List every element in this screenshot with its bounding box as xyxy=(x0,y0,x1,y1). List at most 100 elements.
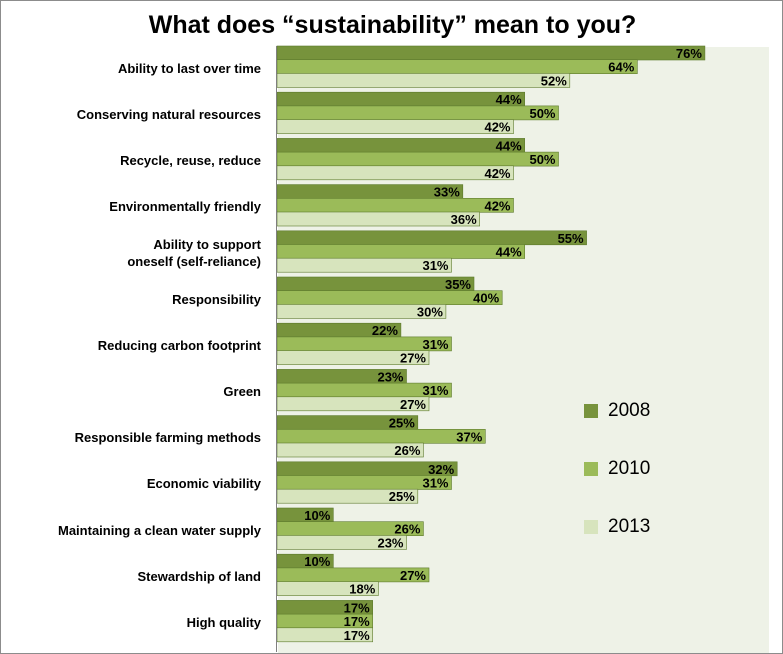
category-label-high-quality: High quality xyxy=(187,614,261,631)
chart-title: What does “sustainability” mean to you? xyxy=(148,11,637,39)
category-label-line: Green xyxy=(223,383,261,399)
category-label-line: Responsible farming methods xyxy=(74,430,261,446)
legend-swatch xyxy=(584,462,598,476)
legend-label: 2008 xyxy=(608,400,651,421)
category-label-economic-viability: Economic viability xyxy=(147,475,261,492)
category-label-environmentally-friendly: Environmentally friendly xyxy=(109,198,261,215)
data-label-high-quality-2013: 17% xyxy=(344,628,370,643)
data-label-high-quality-2010: 17% xyxy=(344,614,370,629)
data-label-environmentally-friendly-2013: 36% xyxy=(451,212,477,227)
data-label-maintaining-a-clean-water-supply-2010: 26% xyxy=(394,522,420,537)
bar-green-2013 xyxy=(276,396,430,412)
data-label-ability-to-last-over-time-2013: 52% xyxy=(541,73,567,88)
data-label-stewardship-of-land-2008: 10% xyxy=(304,554,330,569)
bar-reducing-carbon-footprint-2013 xyxy=(276,350,430,365)
category-label-line: Stewardship of land xyxy=(137,568,261,584)
bar-high-quality-2013 xyxy=(276,627,373,643)
category-label-stewardship-of-land: Stewardship of land xyxy=(137,568,261,585)
bar-stewardship-of-land-2013 xyxy=(276,581,379,596)
data-label-maintaining-a-clean-water-supply-2008: 10% xyxy=(304,508,330,523)
bar-ability-to-last-over-time-2010 xyxy=(276,59,638,75)
data-label-conserving-natural-resources-2010: 50% xyxy=(529,106,555,121)
category-label-ability-to-last-over-time: Ability to last over time xyxy=(118,60,261,77)
data-label-environmentally-friendly-2010: 42% xyxy=(484,198,510,213)
data-label-responsible-farming-methods-2013: 26% xyxy=(394,443,420,458)
data-label-green-2008: 23% xyxy=(377,369,403,384)
category-label-recycle-reuse-reduce: Recycle, reuse, reduce xyxy=(120,152,261,169)
category-label-responsibility: Responsibility xyxy=(172,291,261,308)
bar-recycle-reuse-reduce-2008 xyxy=(276,138,525,153)
data-label-stewardship-of-land-2010: 27% xyxy=(400,568,426,583)
bar-responsibility-2010 xyxy=(276,290,503,306)
bar-ability-to-last-over-time-2013 xyxy=(276,73,571,88)
data-label-reducing-carbon-footprint-2008: 22% xyxy=(372,323,398,338)
data-label-reducing-carbon-footprint-2013: 27% xyxy=(400,351,426,366)
bar-environmentally-friendly-2010 xyxy=(276,198,514,213)
data-label-responsibility-2010: 40% xyxy=(473,291,499,306)
legend-swatch xyxy=(584,404,598,418)
data-label-ability-to-last-over-time-2008: 76% xyxy=(676,46,702,61)
data-label-green-2010: 31% xyxy=(422,383,448,398)
data-label-environmentally-friendly-2008: 33% xyxy=(434,185,460,200)
data-label-recycle-reuse-reduce-2013: 42% xyxy=(484,166,510,181)
data-label-responsible-farming-methods-2010: 37% xyxy=(456,429,482,444)
data-label-high-quality-2008: 17% xyxy=(344,600,370,615)
bar-responsibility-2013 xyxy=(276,304,447,319)
data-label-reducing-carbon-footprint-2010: 31% xyxy=(422,337,448,352)
category-label-line: Recycle, reuse, reduce xyxy=(120,152,261,168)
bar-conserving-natural-resources-2008 xyxy=(276,91,525,107)
category-label-line: Maintaining a clean water supply xyxy=(58,522,261,538)
category-label-line: Responsibility xyxy=(172,291,261,307)
category-label-reducing-carbon-footprint: Reducing carbon footprint xyxy=(98,337,261,354)
category-label-green: Green xyxy=(223,383,261,400)
data-label-responsible-farming-methods-2008: 25% xyxy=(389,416,415,431)
bar-ability-to-support-oneself-self-reliance-2010 xyxy=(276,244,525,259)
data-label-responsibility-2013: 30% xyxy=(417,304,443,319)
data-label-conserving-natural-resources-2013: 42% xyxy=(484,120,510,135)
bar-responsible-farming-methods-2013 xyxy=(276,442,424,458)
bar-ability-to-support-oneself-self-reliance-2008 xyxy=(276,230,587,246)
bar-recycle-reuse-reduce-2010 xyxy=(276,151,559,167)
data-label-recycle-reuse-reduce-2010: 50% xyxy=(529,152,555,167)
category-label-line: Ability to last over time xyxy=(117,60,261,76)
legend-label: 2013 xyxy=(608,516,651,537)
data-label-conserving-natural-resources-2008: 44% xyxy=(496,92,522,107)
data-label-ability-to-support-oneself-self-reliance-2008: 55% xyxy=(558,231,584,246)
bar-maintaining-a-clean-water-supply-2013 xyxy=(276,535,407,550)
legend-label: 2010 xyxy=(608,458,651,479)
category-label-line: Environmentally friendly xyxy=(109,199,261,215)
data-label-economic-viability-2013: 25% xyxy=(389,489,415,504)
bar-recycle-reuse-reduce-2013 xyxy=(276,165,514,181)
legend-item-2010: 2010 xyxy=(584,457,650,481)
bar-responsible-farming-methods-2010 xyxy=(276,428,486,444)
category-label-line: High quality xyxy=(186,614,261,630)
category-label-ability-to-support-oneself-self-reliance: Ability to support oneself (self-reliance… xyxy=(127,236,261,270)
category-axis-line xyxy=(276,46,277,652)
category-label-line: oneself (self-reliance) xyxy=(127,253,261,269)
data-label-ability-to-support-oneself-self-reliance-2010: 44% xyxy=(496,245,522,260)
data-label-stewardship-of-land-2013: 18% xyxy=(349,582,375,597)
data-label-recycle-reuse-reduce-2008: 44% xyxy=(496,138,522,153)
bar-ability-to-support-oneself-self-reliance-2013 xyxy=(276,257,452,273)
category-label-line: Ability to support xyxy=(153,236,261,252)
data-label-responsibility-2008: 35% xyxy=(445,277,471,292)
data-label-economic-viability-2010: 31% xyxy=(422,476,448,491)
category-label-line: Reducing carbon footprint xyxy=(97,337,261,353)
legend-item-2013: 2013 xyxy=(584,515,650,539)
bar-ability-to-last-over-time-2008 xyxy=(276,45,706,61)
data-label-maintaining-a-clean-water-supply-2013: 23% xyxy=(377,535,403,550)
legend-swatch xyxy=(584,520,598,534)
category-label-conserving-natural-resources: Conserving natural resources xyxy=(77,106,261,123)
data-label-ability-to-support-oneself-self-reliance-2013: 31% xyxy=(422,258,448,273)
bar-environmentally-friendly-2013 xyxy=(276,211,480,227)
category-label-line: Conserving natural resources xyxy=(76,106,261,122)
data-label-green-2013: 27% xyxy=(400,397,426,412)
data-label-economic-viability-2008: 32% xyxy=(428,462,454,477)
bar-economic-viability-2013 xyxy=(276,488,419,504)
category-label-maintaining-a-clean-water-supply: Maintaining a clean water supply xyxy=(58,522,261,539)
category-label-line: Economic viability xyxy=(146,476,261,492)
bar-conserving-natural-resources-2010 xyxy=(276,105,559,121)
bar-conserving-natural-resources-2013 xyxy=(276,119,514,134)
category-label-responsible-farming-methods: Responsible farming methods xyxy=(75,429,261,446)
